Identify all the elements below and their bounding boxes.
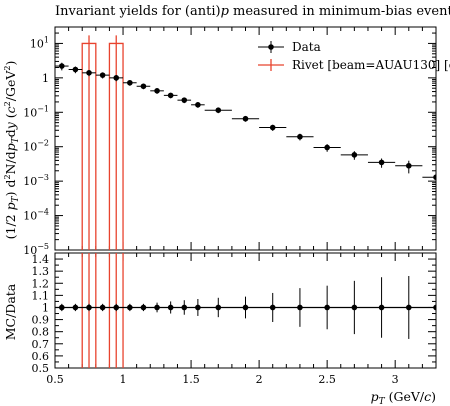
data-point	[127, 79, 133, 86]
ratio-y-tick-label: 1.2	[32, 277, 50, 290]
data-point	[59, 63, 65, 69]
ratio-y-tick-label: 1.3	[32, 265, 50, 278]
y-tick-exponent: −1	[37, 104, 49, 113]
y-tick-exponent: −3	[37, 173, 49, 182]
y-tick-label: 10−3	[23, 173, 49, 188]
x-tick-label: 2	[256, 373, 263, 386]
mc-series	[81, 35, 124, 250]
x-axis-label-unit-c: c	[424, 389, 431, 404]
title-prefix: Invariant yields for (anti)	[55, 4, 221, 19]
y-tick-base: 10	[23, 141, 37, 154]
y-tick-exponent: 1	[44, 35, 49, 44]
y-axis-label: (1/2 pT) d2N/dpTdy (c2/GeV2)	[3, 61, 21, 240]
data-point	[140, 83, 147, 90]
ratio-data-point	[140, 304, 147, 311]
ratio-data-point	[59, 304, 65, 311]
y-tick-label: 10−4	[23, 208, 49, 223]
ratio-data-point	[72, 304, 79, 311]
y-tick-label: 1	[42, 72, 49, 85]
legend-data-marker	[268, 44, 274, 50]
ratio-data-point	[86, 304, 92, 311]
data-point	[181, 97, 188, 103]
data-point	[378, 159, 385, 166]
data-point	[351, 152, 358, 158]
y-tick-exponent: −2	[37, 139, 49, 148]
y-tick-label: 101	[30, 35, 49, 50]
data-point	[113, 75, 120, 81]
y-tick-base: 10	[23, 210, 37, 223]
ratio-data-point	[195, 304, 201, 311]
title-suffix: measured in minimum-bias events at m	[229, 4, 450, 19]
ratio-data-point	[181, 304, 188, 311]
x-axis-label-unit-post: )	[431, 389, 436, 404]
title-variable: p	[221, 4, 230, 19]
ratio-data-point	[99, 304, 106, 311]
ratio-y-tick-label: 0.9	[32, 314, 50, 327]
ratio-data-point	[405, 304, 412, 311]
ratio-data-series	[55, 265, 436, 350]
x-tick-label: 1	[120, 373, 127, 386]
y-tick-label: 10−2	[23, 139, 49, 154]
ratio-data-point	[167, 304, 174, 311]
ratio-data-point	[351, 304, 358, 311]
legend: Data Rivet [beam=AUAU130] [c	[258, 40, 450, 72]
ratio-y-tick-label: 1.1	[32, 289, 50, 302]
x-tick-label: 2.5	[318, 373, 336, 386]
data-point	[99, 72, 106, 78]
ratio-data-point	[127, 304, 133, 311]
ratio-data-point	[242, 304, 249, 311]
data-point	[324, 144, 330, 151]
x-axis-label-sub: T	[379, 397, 386, 406]
y-tick-label: 10−1	[23, 104, 49, 119]
data-point	[86, 70, 92, 76]
ratio-data-point	[433, 304, 436, 311]
ratio-data-point	[378, 304, 385, 311]
data-point	[195, 101, 201, 108]
chart-title: Invariant yields for (anti)p measured in…	[55, 4, 450, 19]
ratio-data-point	[269, 304, 276, 311]
y-tick-base: 10	[23, 244, 37, 257]
data-point	[242, 115, 249, 122]
y-tick-exponent: −5	[37, 242, 49, 251]
y-tick-base: 10	[30, 37, 44, 50]
x-tick-label: 1.5	[182, 373, 200, 386]
data-point	[269, 124, 276, 131]
y-tick-exponent: −4	[37, 208, 49, 217]
data-series	[55, 62, 436, 190]
x-axis-label-unit-pre: (GeV/	[385, 389, 425, 404]
ratio-panel: 0.5 1 1.5 2 2.5 30.50.60.70.80.911.11.21.31.4	[32, 252, 437, 386]
ratio-data-point	[215, 304, 222, 311]
data-point	[297, 133, 303, 140]
ratio-y-tick-label: 0.7	[32, 338, 50, 351]
y-tick-label: 10−5	[23, 242, 49, 257]
data-point	[154, 88, 160, 94]
data-point	[167, 92, 174, 99]
data-point	[72, 66, 79, 73]
y-tick-base: 10	[23, 106, 37, 119]
ratio-y-tick-label: 0.8	[32, 326, 50, 339]
ratio-y-axis-label: MC/Data	[3, 283, 18, 340]
ratio-data-point	[297, 304, 303, 311]
x-axis-label-var: p	[371, 389, 379, 404]
y-tick-base: 1	[42, 72, 49, 85]
ratio-y-tick-label: 0.6	[32, 350, 50, 363]
data-point	[405, 162, 412, 169]
data-point	[215, 107, 222, 113]
x-tick-label: 3	[392, 373, 399, 386]
x-axis-label: pT (GeV/c)	[371, 389, 436, 406]
x-tick-label: 0.5	[46, 373, 64, 386]
ratio-y-tick-label: 1	[42, 301, 49, 314]
legend-data-label: Data	[292, 40, 321, 54]
legend-mc-label: Rivet [beam=AUAU130] [c	[292, 58, 450, 72]
ratio-y-tick-label: 1.4	[32, 253, 50, 266]
ratio-data-point	[324, 304, 330, 311]
data-point	[433, 174, 436, 181]
y-tick-base: 10	[23, 175, 37, 188]
ratio-data-point	[154, 304, 160, 311]
ratio-data-point	[113, 304, 120, 311]
ratio-y-tick-label: 0.5	[32, 362, 50, 375]
